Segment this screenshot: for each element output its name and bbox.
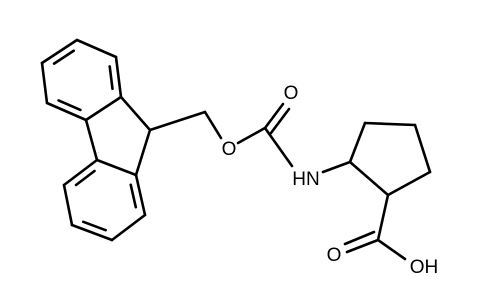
bond: [263, 126, 294, 168]
bond: [348, 121, 367, 164]
bond: [40, 38, 79, 65]
bond: [134, 173, 147, 217]
bond: [269, 107, 291, 135]
bond: [81, 220, 107, 232]
bond: [134, 128, 152, 177]
atom-label: OH: [410, 257, 439, 278]
bond: [114, 55, 123, 99]
bond: [119, 95, 152, 132]
bond: [40, 61, 49, 105]
bond: [62, 158, 99, 187]
bond: [84, 95, 123, 122]
bond: [57, 99, 82, 112]
atom-label: O: [222, 139, 237, 160]
bond: [74, 169, 96, 187]
bond: [84, 118, 99, 162]
bond: [45, 101, 88, 122]
bond: [110, 213, 147, 242]
bond: [52, 49, 75, 65]
bond: [108, 65, 114, 91]
bond: [236, 126, 267, 145]
bond: [363, 121, 417, 127]
bond: [321, 160, 352, 174]
bond: [345, 238, 380, 254]
bond: [70, 223, 114, 242]
bond: [75, 38, 118, 59]
bond: [376, 193, 390, 242]
bond: [343, 230, 376, 246]
atom-label: HN: [292, 169, 319, 190]
bond: [62, 183, 74, 227]
bond: [413, 123, 432, 174]
bond: [386, 170, 432, 197]
bond: [148, 110, 207, 132]
bond: [263, 102, 285, 130]
bond: [376, 238, 407, 261]
bond: [95, 158, 138, 177]
bond: [203, 110, 223, 140]
atom-label: O: [284, 83, 299, 104]
bond: [129, 183, 138, 209]
atom-label: O: [327, 245, 342, 266]
bond: [348, 160, 390, 197]
